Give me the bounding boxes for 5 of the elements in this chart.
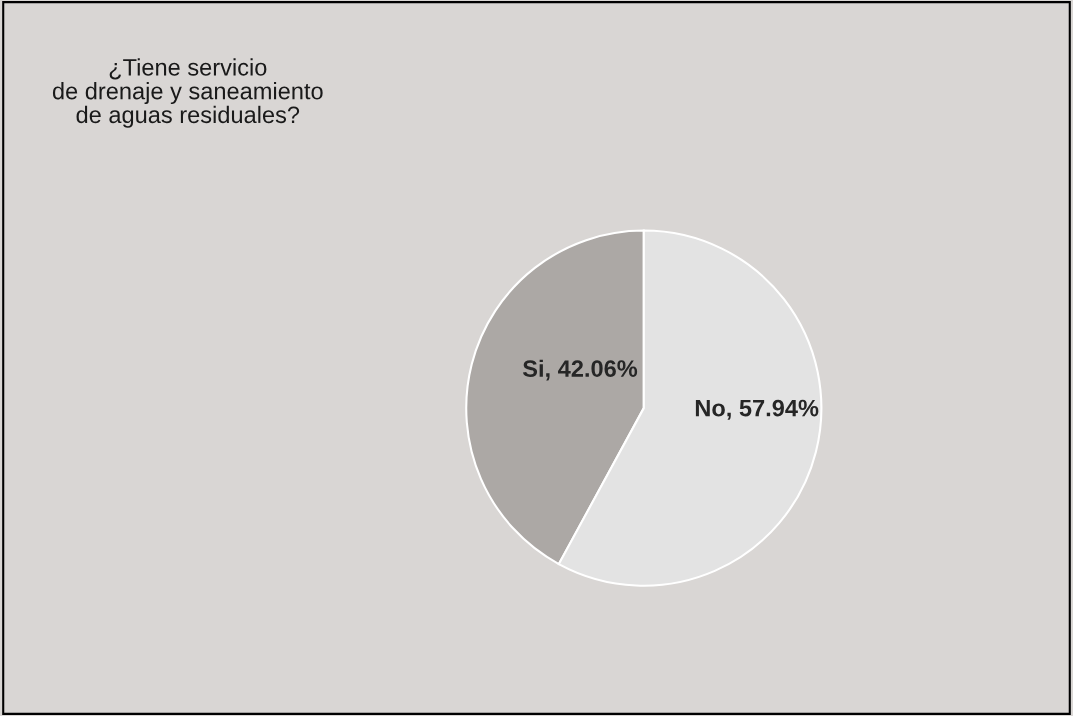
- data-label: , 57.94%: [727, 399, 819, 420]
- text: ¿Tiene servicio de drenaje y saneamiento de aguas residuales?: [52, 58, 323, 128]
- slice-label: No: [695, 399, 725, 417]
- slice-label: Si: [522, 359, 543, 377]
- data-label: , 42.06%: [546, 360, 638, 381]
